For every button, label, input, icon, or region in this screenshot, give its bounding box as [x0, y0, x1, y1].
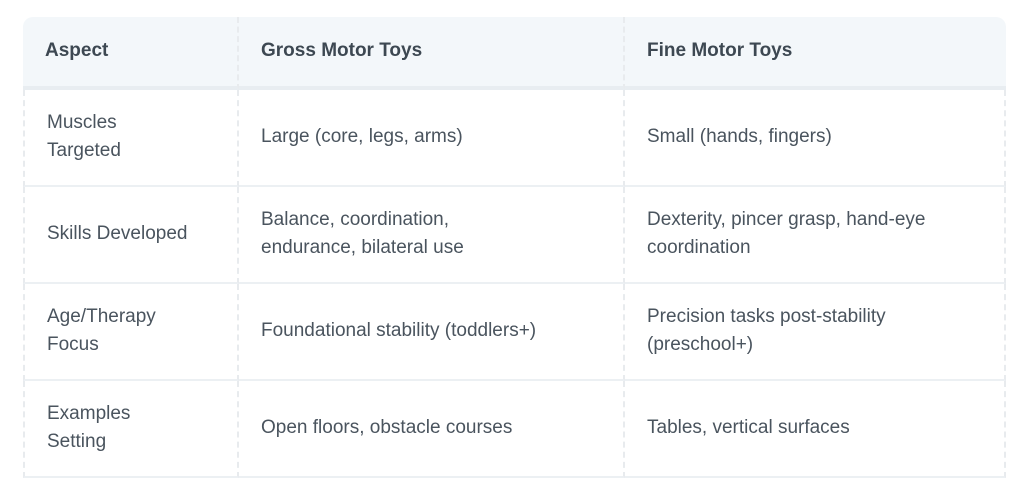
- table-row-skills-developed: Skills Developed Balance, coordination, …: [23, 186, 1006, 284]
- cell-gross-motor: Foundational stability (toddlers+): [239, 283, 625, 381]
- cell-gross-motor: Open floors, obstacle courses: [239, 380, 625, 478]
- column-header-gross-motor-toys: Gross Motor Toys: [239, 17, 625, 90]
- cell-fine-motor: Tables, vertical surfaces: [625, 380, 1006, 478]
- cell-fine-motor: Dexterity, pincer grasp, hand-eye coordi…: [625, 186, 1006, 284]
- cell-fine-motor: Small (hands, fingers): [625, 89, 1006, 187]
- cell-aspect: Examples Setting: [23, 380, 239, 478]
- table-header: Aspect Gross Motor Toys Fine Motor Toys: [23, 17, 1006, 90]
- table-body: Muscles Targeted Large (core, legs, arms…: [23, 89, 1006, 478]
- cell-aspect: Age/Therapy Focus: [23, 283, 239, 381]
- cell-aspect: Muscles Targeted: [23, 89, 239, 187]
- header-row: Aspect Gross Motor Toys Fine Motor Toys: [23, 17, 1006, 90]
- motor-toys-comparison-table: Aspect Gross Motor Toys Fine Motor Toys …: [23, 17, 1006, 478]
- table-row-examples-setting: Examples Setting Open floors, obstacle c…: [23, 380, 1006, 478]
- cell-gross-motor: Balance, coordination, endurance, bilate…: [239, 186, 625, 284]
- table-row-age-therapy-focus: Age/Therapy Focus Foundational stability…: [23, 283, 1006, 381]
- column-header-aspect: Aspect: [23, 17, 239, 90]
- cell-fine-motor: Precision tasks post-stability (preschoo…: [625, 283, 1006, 381]
- column-header-fine-motor-toys: Fine Motor Toys: [625, 17, 1006, 90]
- table-row-muscles-targeted: Muscles Targeted Large (core, legs, arms…: [23, 89, 1006, 187]
- cell-gross-motor: Large (core, legs, arms): [239, 89, 625, 187]
- cell-aspect: Skills Developed: [23, 186, 239, 284]
